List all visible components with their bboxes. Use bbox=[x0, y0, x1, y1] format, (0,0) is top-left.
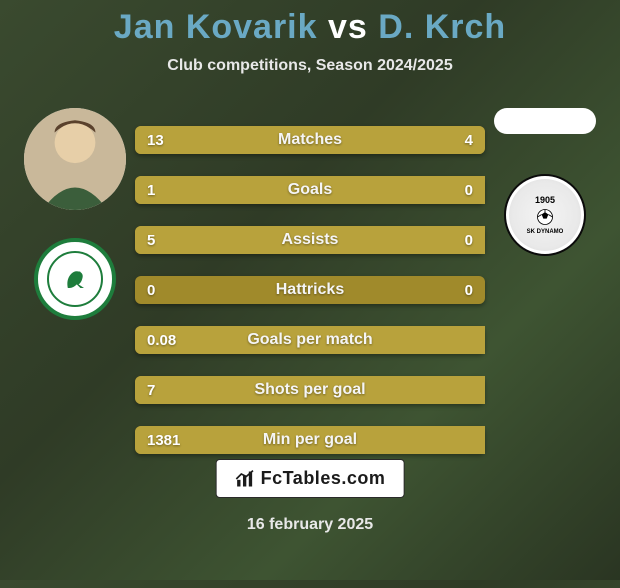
title-player2: D. Krch bbox=[378, 8, 506, 46]
stat-bar: 10Goals bbox=[135, 176, 485, 204]
page-title: Jan Kovarik vs D. Krch bbox=[0, 8, 620, 47]
player2-avatar bbox=[494, 108, 596, 134]
stat-bar: 7Shots per goal bbox=[135, 376, 485, 404]
stat-bar: 134Matches bbox=[135, 126, 485, 154]
club-badge-year: 1905 bbox=[535, 195, 555, 205]
stat-label: Matches bbox=[135, 126, 485, 154]
club-badge-text: SK DYNAMO bbox=[527, 229, 564, 235]
title-player1: Jan Kovarik bbox=[114, 8, 318, 46]
stat-label: Shots per goal bbox=[135, 376, 485, 404]
title-vs: vs bbox=[328, 8, 368, 46]
player1-club-badge bbox=[34, 238, 116, 320]
content-row: 134Matches 10Goals 50Assists 00Hattricks 0.0… bbox=[0, 108, 620, 454]
subtitle: Club competitions, Season 2024/2025 bbox=[0, 57, 620, 75]
stat-label: Hattricks bbox=[135, 276, 485, 304]
left-side bbox=[15, 108, 135, 320]
kangaroo-icon bbox=[57, 261, 93, 297]
stat-bar: 00Hattricks bbox=[135, 276, 485, 304]
stat-bar: 0.08Goals per match bbox=[135, 326, 485, 354]
player2-club-badge: 1905 SK DYNAMO bbox=[504, 174, 586, 256]
person-silhouette-icon bbox=[24, 108, 126, 210]
stat-label: Min per goal bbox=[135, 426, 485, 454]
right-side: 1905 SK DYNAMO bbox=[485, 108, 605, 256]
stat-label: Assists bbox=[135, 226, 485, 254]
soccer-ball-icon bbox=[525, 207, 565, 227]
stat-bar: 50Assists bbox=[135, 226, 485, 254]
date-text: 16 february 2025 bbox=[0, 516, 620, 534]
brand-text: FcTables.com bbox=[261, 468, 386, 489]
bar-chart-icon bbox=[235, 469, 255, 489]
stat-bar: 1381Min per goal bbox=[135, 426, 485, 454]
stat-label: Goals per match bbox=[135, 326, 485, 354]
player1-avatar bbox=[24, 108, 126, 210]
brand-badge: FcTables.com bbox=[216, 459, 405, 498]
stat-label: Goals bbox=[135, 176, 485, 204]
stat-bars: 134Matches 10Goals 50Assists 00Hattricks 0.0… bbox=[135, 126, 485, 454]
